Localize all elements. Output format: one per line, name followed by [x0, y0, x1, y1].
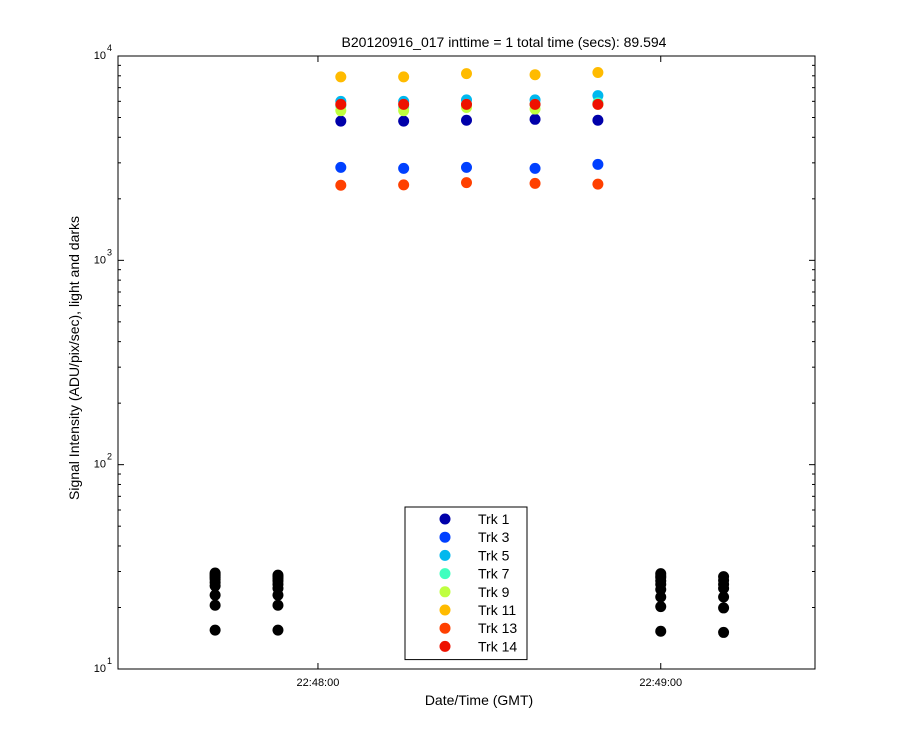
dark-point	[209, 624, 221, 636]
point-trk-1	[529, 113, 541, 125]
legend: Trk 1 Trk 3 Trk 5 Trk 7 Trk 9 Trk 11 Trk 13 Trk…	[404, 506, 528, 661]
y-tick-label: 10	[94, 50, 106, 62]
dark-point	[209, 599, 221, 611]
dark-point	[718, 571, 730, 583]
chart-title: B20120916_017 inttime = 1 total time (se…	[342, 34, 667, 50]
legend-box	[404, 506, 528, 661]
dark-point	[272, 599, 284, 611]
y-tick-exponent: 4	[107, 43, 112, 53]
legend-marker	[439, 640, 451, 652]
point-trk-13	[529, 177, 541, 189]
legend-label: Trk 13	[478, 620, 517, 636]
dark-point	[718, 591, 730, 603]
y-axis-label: Signal Intensity (ADU/pix/sec), light an…	[66, 216, 82, 500]
point-trk-13	[461, 177, 472, 189]
legend-label: Trk 7	[478, 566, 510, 582]
legend-label: Trk 9	[478, 584, 510, 600]
legend-marker	[439, 622, 451, 634]
legend-label: Trk 5	[478, 547, 510, 563]
point-trk-1	[398, 115, 410, 127]
point-trk-3	[461, 161, 472, 173]
point-trk-14	[461, 98, 472, 110]
x-tick-label: 22:49:00	[639, 677, 682, 689]
point-trk-14	[335, 98, 347, 110]
dark-point	[655, 625, 667, 637]
dark-point	[209, 567, 221, 579]
point-trk-3	[335, 161, 347, 173]
y-tick-label: 10	[94, 254, 106, 266]
dark-point	[718, 626, 730, 638]
point-trk-11	[398, 71, 410, 83]
legend-label: Trk 3	[478, 529, 510, 545]
x-axis-label: Date/Time (GMT)	[425, 692, 533, 708]
dark-point	[718, 602, 730, 614]
legend-marker	[439, 513, 451, 525]
point-trk-3	[529, 162, 541, 174]
dark-point	[655, 591, 667, 603]
point-trk-13	[592, 178, 604, 190]
y-tick-exponent: 2	[107, 452, 112, 462]
point-trk-11	[529, 69, 541, 81]
legend-label: Trk 11	[478, 602, 516, 618]
legend-label: Trk 1	[478, 511, 510, 527]
point-trk-11	[461, 68, 472, 80]
point-trk-3	[592, 158, 604, 170]
x-tick-label: 22:48:00	[297, 677, 340, 689]
point-trk-3	[398, 162, 410, 174]
point-trk-14	[592, 98, 604, 110]
y-tick-label: 10	[94, 459, 106, 471]
dark-point	[655, 568, 667, 580]
legend-marker	[439, 586, 451, 598]
dark-point	[209, 589, 221, 601]
dark-point	[655, 601, 667, 613]
point-trk-11	[592, 67, 604, 79]
legend-marker	[439, 604, 451, 616]
legend-marker	[439, 531, 451, 543]
legend-label: Trk 14	[478, 638, 517, 654]
point-trk-1	[461, 114, 472, 126]
point-trk-14	[529, 98, 541, 110]
plot-frame	[117, 55, 816, 670]
point-trk-14	[398, 98, 410, 110]
point-trk-1	[335, 115, 347, 127]
dark-point	[272, 624, 284, 636]
point-trk-1	[592, 114, 604, 126]
y-tick-exponent: 1	[107, 656, 112, 666]
dark-point	[272, 569, 284, 581]
y-tick-exponent: 3	[107, 247, 112, 257]
legend-marker	[439, 568, 451, 580]
legend-marker	[439, 549, 451, 561]
point-trk-11	[335, 71, 347, 83]
point-trk-13	[398, 179, 410, 191]
point-trk-13	[335, 179, 347, 191]
y-tick-label: 10	[94, 663, 106, 675]
